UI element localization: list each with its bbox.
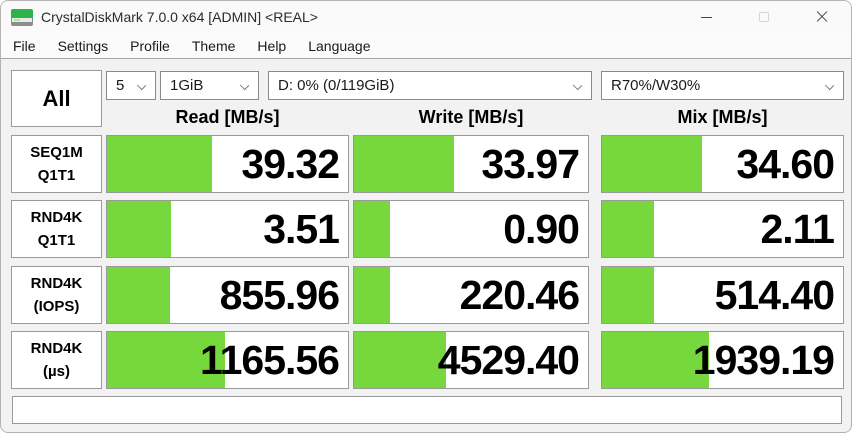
column-header-write: Write [MB/s] — [418, 106, 524, 127]
bar-fill — [354, 201, 391, 257]
bar-fill — [107, 201, 171, 257]
result-seq1m-read[interactable]: 39.32 — [106, 135, 349, 193]
menu-settings[interactable]: Settings — [57, 37, 109, 54]
result-value: 34.60 — [736, 140, 835, 187]
result-latency-mix[interactable]: 1939.19 — [601, 331, 844, 389]
menu-help[interactable]: Help — [257, 37, 287, 54]
result-seq1m-write[interactable]: 33.97 — [353, 135, 589, 193]
menu-file[interactable]: File — [13, 37, 36, 54]
result-value: 1939.19 — [692, 336, 835, 383]
chevron-down-icon — [239, 80, 250, 91]
bar-fill — [107, 267, 170, 323]
bar-fill — [602, 136, 703, 192]
result-value: 855.96 — [219, 271, 340, 318]
bar-fill — [107, 136, 213, 192]
result-value: 33.97 — [481, 140, 580, 187]
chevron-down-icon — [824, 80, 835, 91]
test-count-value: 5 — [116, 77, 125, 94]
comment-input[interactable] — [12, 396, 842, 424]
chevron-down-icon — [572, 80, 583, 91]
target-drive-value: D: 0% (0/119GiB) — [278, 77, 395, 94]
column-header-mix: Mix [MB/s] — [677, 106, 768, 127]
row-label-rnd4k-us[interactable]: RND4K (µs) — [11, 331, 102, 389]
minimize-icon — [700, 16, 712, 18]
result-rnd4k-write[interactable]: 0.90 — [353, 200, 589, 258]
bar-fill — [107, 332, 226, 388]
title-bar: CrystalDiskMark 7.0.0 x64 [ADMIN] <REAL> — [1, 1, 851, 33]
result-iops-read[interactable]: 855.96 — [106, 266, 349, 324]
window-title: CrystalDiskMark 7.0.0 x64 [ADMIN] <REAL> — [41, 9, 318, 25]
close-button[interactable] — [793, 1, 851, 33]
result-value: 39.32 — [241, 140, 340, 187]
run-all-button[interactable]: All — [11, 70, 102, 127]
result-value: 1165.56 — [200, 336, 340, 383]
bar-fill — [602, 267, 655, 323]
column-header-read: Read [MB/s] — [175, 106, 280, 127]
bar-fill — [602, 201, 655, 257]
test-size-select[interactable]: 1GiB — [160, 71, 259, 100]
result-value: 4529.40 — [437, 336, 580, 383]
result-value: 3.51 — [263, 205, 340, 252]
bar-fill — [354, 332, 446, 388]
maximize-button — [735, 1, 793, 33]
result-rnd4k-mix[interactable]: 2.11 — [601, 200, 844, 258]
test-size-value: 1GiB — [170, 77, 204, 94]
menu-bar: File Settings Profile Theme Help Languag… — [1, 33, 851, 59]
close-icon — [816, 11, 828, 23]
menu-profile[interactable]: Profile — [130, 37, 170, 54]
minimize-button[interactable] — [677, 1, 735, 33]
bar-fill — [602, 332, 709, 388]
bar-fill — [354, 267, 391, 323]
row-label-seq1m-q1t1[interactable]: SEQ1M Q1T1 — [11, 135, 102, 193]
row-label-rnd4k-iops[interactable]: RND4K (IOPS) — [11, 266, 102, 324]
mix-ratio-value: R70%/W30% — [611, 77, 701, 94]
result-rnd4k-read[interactable]: 3.51 — [106, 200, 349, 258]
target-drive-select[interactable]: D: 0% (0/119GiB) — [268, 71, 592, 100]
result-latency-write[interactable]: 4529.40 — [353, 331, 589, 389]
result-iops-write[interactable]: 220.46 — [353, 266, 589, 324]
mix-ratio-select[interactable]: R70%/W30% — [601, 71, 844, 100]
menu-theme[interactable]: Theme — [191, 37, 236, 54]
maximize-icon — [759, 12, 769, 22]
menu-language[interactable]: Language — [308, 37, 371, 54]
result-value: 514.40 — [714, 271, 835, 318]
app-disk-icon — [11, 8, 33, 26]
result-value: 0.90 — [503, 205, 580, 252]
row-label-rnd4k-q1t1[interactable]: RND4K Q1T1 — [11, 200, 102, 258]
result-value: 220.46 — [459, 271, 580, 318]
test-count-select[interactable]: 5 — [106, 71, 156, 100]
result-latency-read[interactable]: 1165.56 — [106, 331, 349, 389]
chevron-down-icon — [136, 80, 147, 91]
result-seq1m-mix[interactable]: 34.60 — [601, 135, 844, 193]
result-iops-mix[interactable]: 514.40 — [601, 266, 844, 324]
result-value: 2.11 — [760, 205, 835, 252]
bar-fill — [354, 136, 454, 192]
